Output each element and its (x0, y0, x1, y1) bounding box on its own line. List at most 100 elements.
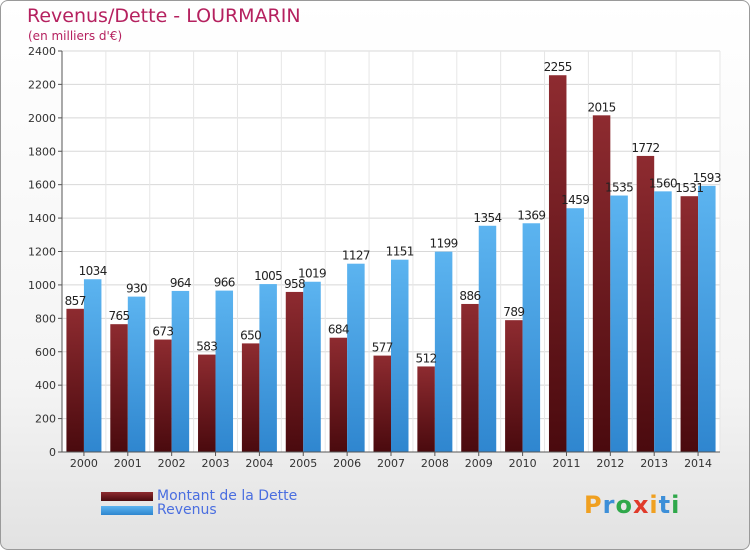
x-tick-label: 2006 (333, 457, 361, 470)
y-tick-label: 0 (49, 446, 56, 459)
axes: 0 200 400 600 800 1000 1200 1400 1600 1800 2000 220… (28, 45, 720, 470)
chart-subtitle: (en milliers d'€) (28, 29, 123, 43)
bar-dette (636, 155, 655, 452)
data-label-dette: 673 (152, 325, 173, 339)
legend-item-dette: Montant de la Dette (101, 488, 297, 504)
data-label-dette: 2015 (588, 100, 616, 114)
legend-swatch-revenus (101, 505, 153, 515)
logo-letter: i (649, 491, 659, 519)
bar-dette (548, 75, 567, 452)
bars (66, 75, 716, 452)
logo-letter: x (632, 491, 650, 519)
bar-dette (680, 196, 699, 452)
x-tick-label: 2005 (289, 457, 317, 470)
y-tick-label: 2400 (28, 45, 56, 58)
data-label-dette: 789 (503, 305, 524, 319)
bar-revenus (654, 191, 672, 452)
logo-letter: o (615, 491, 633, 519)
x-tick-label: 2003 (202, 457, 230, 470)
bar-dette (285, 291, 304, 452)
legend-label-revenus: Revenus (157, 502, 217, 518)
y-tick-label: 2000 (28, 112, 56, 125)
x-tick-label: 2007 (377, 457, 405, 470)
data-label-dette: 765 (108, 309, 129, 323)
logo-letter: i (671, 491, 681, 519)
y-tick-label: 1800 (28, 145, 56, 158)
data-label-revenus: 1369 (517, 208, 545, 222)
bar-revenus (566, 208, 584, 452)
bar-revenus (522, 223, 541, 452)
data-label-revenus: 1199 (430, 237, 458, 251)
data-label-revenus: 1151 (386, 245, 414, 259)
data-label-revenus: 1127 (342, 249, 370, 263)
bar-revenus (83, 279, 102, 452)
bar-revenus (215, 290, 234, 452)
proxiti-logo: Proxiti (584, 491, 680, 519)
bar-revenus (478, 225, 497, 452)
data-label-dette: 857 (65, 294, 86, 308)
x-tick-label: 2010 (509, 457, 537, 470)
logo-letter: P (584, 491, 603, 519)
data-label-dette: 583 (196, 340, 217, 354)
y-tick-label: 200 (35, 413, 56, 426)
x-tick-label: 2001 (114, 457, 142, 470)
legend-swatch-dette (101, 491, 153, 501)
bar-revenus (259, 284, 277, 452)
data-label-dette: 2255 (544, 60, 572, 74)
data-label-revenus: 1535 (605, 181, 633, 195)
y-tick-label: 1400 (28, 212, 56, 225)
y-tick-label: 800 (35, 312, 56, 325)
x-tick-label: 2000 (70, 457, 98, 470)
bar-dette (417, 366, 435, 452)
data-label-dette: 1772 (631, 141, 659, 155)
data-label-dette: 512 (416, 351, 437, 365)
y-tick-label: 1200 (28, 246, 56, 259)
x-tick-label: 2009 (465, 457, 493, 470)
x-tick-label: 2002 (158, 457, 186, 470)
bar-dette (198, 354, 216, 452)
data-label-dette: 650 (240, 328, 261, 342)
data-label-revenus: 1593 (693, 171, 721, 185)
y-tick-label: 400 (35, 379, 56, 392)
data-label-revenus: 966 (214, 276, 235, 290)
data-label-revenus: 1019 (298, 267, 326, 281)
bar-dette (329, 337, 348, 452)
data-label-revenus: 1034 (79, 264, 107, 278)
y-tick-label: 2200 (28, 78, 56, 91)
data-label-dette: 886 (459, 289, 480, 303)
bar-dette (461, 303, 479, 452)
x-tick-label: 2012 (596, 457, 624, 470)
x-tick-label: 2004 (245, 457, 273, 470)
bar-revenus (698, 185, 716, 452)
x-tick-label: 2011 (552, 457, 580, 470)
logo-letter: r (602, 491, 616, 519)
bar-revenus (610, 195, 628, 452)
logo-letter: t (658, 491, 672, 519)
data-label-revenus: 1459 (561, 193, 589, 207)
y-tick-label: 600 (35, 346, 56, 359)
data-label-revenus: 930 (126, 282, 147, 296)
chart-title: Revenus/Dette - LOURMARIN (27, 5, 301, 27)
bar-dette (505, 320, 523, 452)
data-label-dette: 577 (372, 341, 393, 355)
bar-dette (66, 308, 84, 452)
data-label-revenus: 1560 (649, 176, 677, 190)
bar-revenus (127, 296, 146, 452)
data-label-revenus: 1354 (473, 211, 501, 225)
data-label-revenus: 964 (170, 276, 191, 290)
bar-dette (154, 339, 172, 452)
legend-label-dette: Montant de la Dette (157, 488, 298, 504)
bar-revenus (434, 251, 453, 452)
bar-revenus (303, 281, 321, 452)
x-tick-label: 2014 (684, 457, 712, 470)
data-label-dette: 684 (328, 323, 349, 337)
bar-dette (373, 355, 391, 452)
legend-item-revenus: Revenus (101, 502, 217, 518)
data-label-revenus: 1005 (254, 269, 282, 283)
data-label-dette: 958 (284, 277, 305, 291)
x-tick-label: 2013 (640, 457, 668, 470)
bar-revenus (391, 259, 409, 452)
